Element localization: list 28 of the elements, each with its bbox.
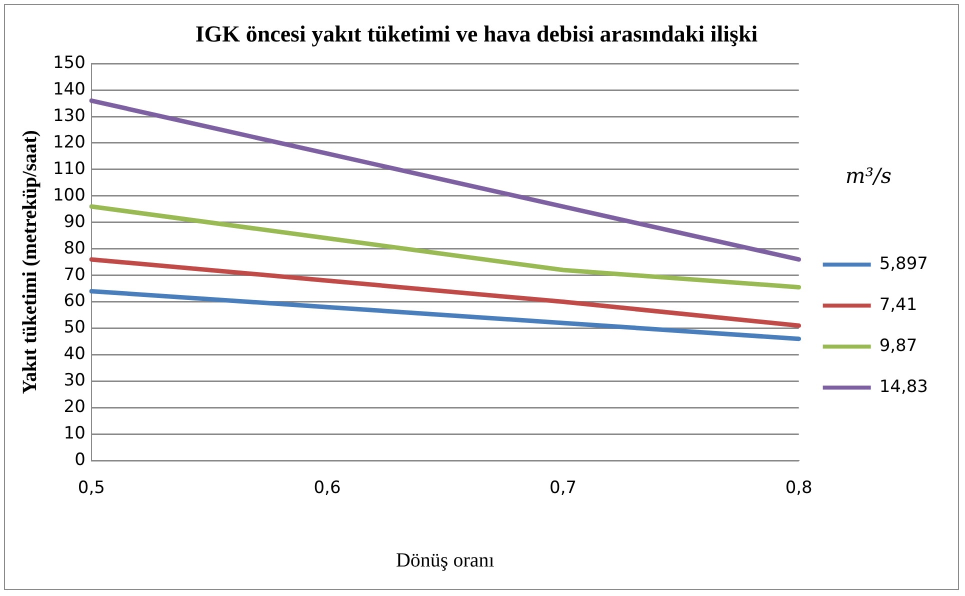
- y-tick-label: 40: [64, 344, 86, 364]
- y-tick-label: 130: [52, 106, 86, 126]
- y-tick-label: 120: [52, 132, 86, 152]
- y-tick-label: 140: [52, 79, 86, 100]
- x-tick-label: 0,8: [785, 478, 812, 498]
- x-axis-title: Dönüş oranı: [396, 549, 495, 572]
- y-tick-label: 70: [64, 264, 86, 285]
- y-tick-label: 10: [64, 424, 86, 444]
- y-tick-label: 150: [52, 53, 86, 74]
- y-tick-label: 0: [74, 450, 86, 470]
- legend-label: 9,87: [879, 336, 918, 356]
- y-axis-title: Yakıt tüketimi (metreküp/saat): [19, 130, 42, 394]
- y-tick-label: 90: [64, 212, 86, 232]
- x-tick-label: 0,5: [78, 478, 105, 498]
- y-tick-label: 20: [64, 397, 86, 418]
- chart-title: IGK öncesi yakıt tüketimi ve hava debisi arasındaki ilişki: [195, 22, 758, 47]
- y-tick-label: 80: [64, 238, 86, 258]
- legend-label: 14,83: [879, 377, 928, 398]
- y-tick-label: 30: [64, 370, 86, 391]
- legend-label: 5,897: [879, 254, 928, 274]
- x-tick-label: 0,7: [550, 478, 577, 498]
- legend-title: m³/s: [845, 164, 892, 188]
- legend-label: 7,41: [879, 295, 918, 316]
- x-tick-label: 0,6: [314, 478, 341, 498]
- y-tick-label: 50: [64, 318, 86, 338]
- y-tick-label: 60: [64, 291, 86, 312]
- y-tick-label: 100: [52, 185, 86, 206]
- y-tick-label: 110: [52, 158, 86, 179]
